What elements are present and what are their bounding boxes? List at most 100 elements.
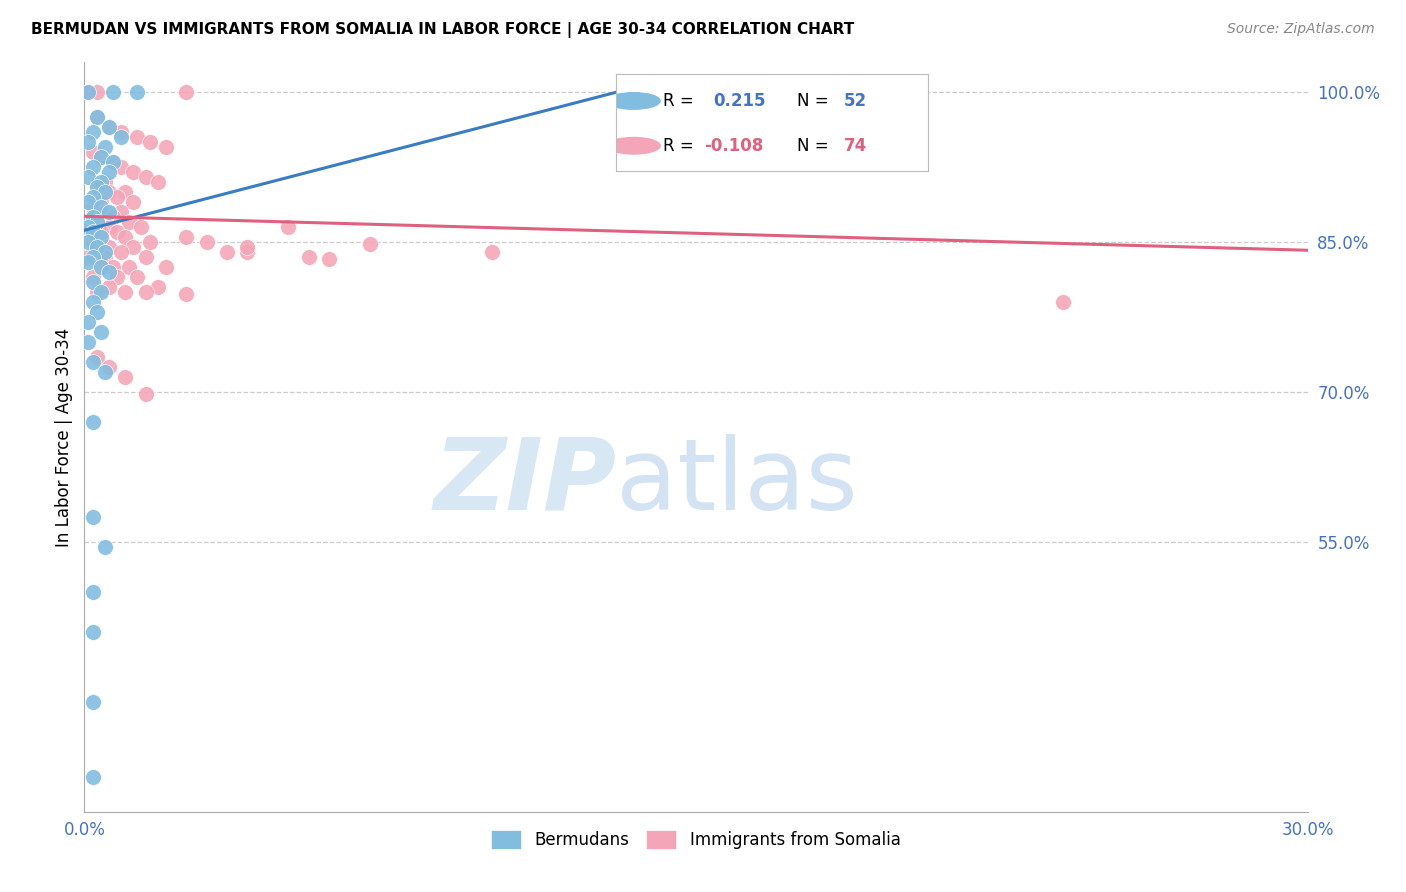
Point xyxy=(122,240,145,254)
Point xyxy=(127,86,149,100)
Point xyxy=(155,140,177,154)
Point xyxy=(138,136,160,150)
Point xyxy=(86,305,108,319)
Point xyxy=(82,211,104,225)
Point xyxy=(77,86,100,100)
Point xyxy=(90,225,112,239)
Point xyxy=(146,175,169,189)
Point xyxy=(93,245,115,260)
Point xyxy=(101,260,124,275)
Point xyxy=(359,237,381,252)
Point xyxy=(97,240,120,254)
Point xyxy=(82,270,104,285)
Point xyxy=(90,230,112,244)
Point xyxy=(135,250,157,264)
Point xyxy=(236,240,259,254)
Point xyxy=(82,770,104,784)
Point xyxy=(77,335,100,350)
Point xyxy=(86,350,108,364)
Point xyxy=(82,235,104,250)
Point xyxy=(101,155,124,169)
Point xyxy=(82,190,104,204)
Point xyxy=(86,240,108,254)
Point xyxy=(86,86,108,100)
Point xyxy=(82,275,104,289)
Point xyxy=(97,186,120,200)
Point xyxy=(77,136,100,150)
Point xyxy=(110,245,132,260)
Point xyxy=(298,250,321,264)
Point xyxy=(127,270,149,285)
Point xyxy=(77,255,100,269)
Point xyxy=(101,155,124,169)
Point xyxy=(1052,295,1074,310)
Point xyxy=(77,170,100,185)
Point xyxy=(82,200,104,214)
Point xyxy=(747,86,769,100)
Point xyxy=(110,130,132,145)
Point xyxy=(195,235,218,250)
Point xyxy=(90,195,112,210)
Point xyxy=(105,270,128,285)
Point xyxy=(86,111,108,125)
Point xyxy=(110,125,132,139)
Point xyxy=(138,235,160,250)
Point xyxy=(110,161,132,175)
Point xyxy=(122,195,145,210)
Point xyxy=(90,175,112,189)
Point xyxy=(77,225,100,239)
Point xyxy=(93,205,115,219)
Point xyxy=(90,285,112,300)
Point xyxy=(127,130,149,145)
Point xyxy=(90,150,112,164)
Point xyxy=(118,215,141,229)
Point xyxy=(82,161,104,175)
Point xyxy=(114,285,136,300)
Point xyxy=(90,260,112,275)
Point xyxy=(174,230,197,244)
Point xyxy=(90,200,112,214)
Point xyxy=(135,387,157,401)
Point xyxy=(82,355,104,369)
Point xyxy=(101,211,124,225)
Legend: Bermudans, Immigrants from Somalia: Bermudans, Immigrants from Somalia xyxy=(485,823,907,855)
Text: BERMUDAN VS IMMIGRANTS FROM SOMALIA IN LABOR FORCE | AGE 30-34 CORRELATION CHART: BERMUDAN VS IMMIGRANTS FROM SOMALIA IN L… xyxy=(31,22,855,38)
Point xyxy=(82,624,104,639)
Point xyxy=(131,220,153,235)
Point xyxy=(77,315,100,329)
Point xyxy=(277,220,299,235)
Point xyxy=(97,280,120,294)
Point xyxy=(174,287,197,301)
Point xyxy=(146,280,169,294)
Text: atlas: atlas xyxy=(616,434,858,531)
Point xyxy=(82,295,104,310)
Point xyxy=(93,540,115,554)
Point xyxy=(236,245,259,260)
Point xyxy=(155,260,177,275)
Point xyxy=(93,175,115,189)
Point xyxy=(90,260,112,275)
Point xyxy=(135,285,157,300)
Point xyxy=(77,235,100,250)
Point xyxy=(174,86,197,100)
Point xyxy=(97,265,120,279)
Point xyxy=(82,510,104,524)
Point xyxy=(86,240,108,254)
Point xyxy=(82,415,104,429)
Point xyxy=(97,120,120,135)
Point xyxy=(86,215,108,229)
Point xyxy=(77,220,100,235)
Point xyxy=(114,230,136,244)
Point xyxy=(82,145,104,160)
Point xyxy=(86,180,108,194)
Point xyxy=(105,225,128,239)
Text: Source: ZipAtlas.com: Source: ZipAtlas.com xyxy=(1227,22,1375,37)
Point xyxy=(93,140,115,154)
Point xyxy=(86,285,108,300)
Point xyxy=(97,165,120,179)
Point xyxy=(93,365,115,379)
Point xyxy=(82,695,104,709)
Point xyxy=(77,86,100,100)
Point xyxy=(114,186,136,200)
Point xyxy=(114,370,136,384)
